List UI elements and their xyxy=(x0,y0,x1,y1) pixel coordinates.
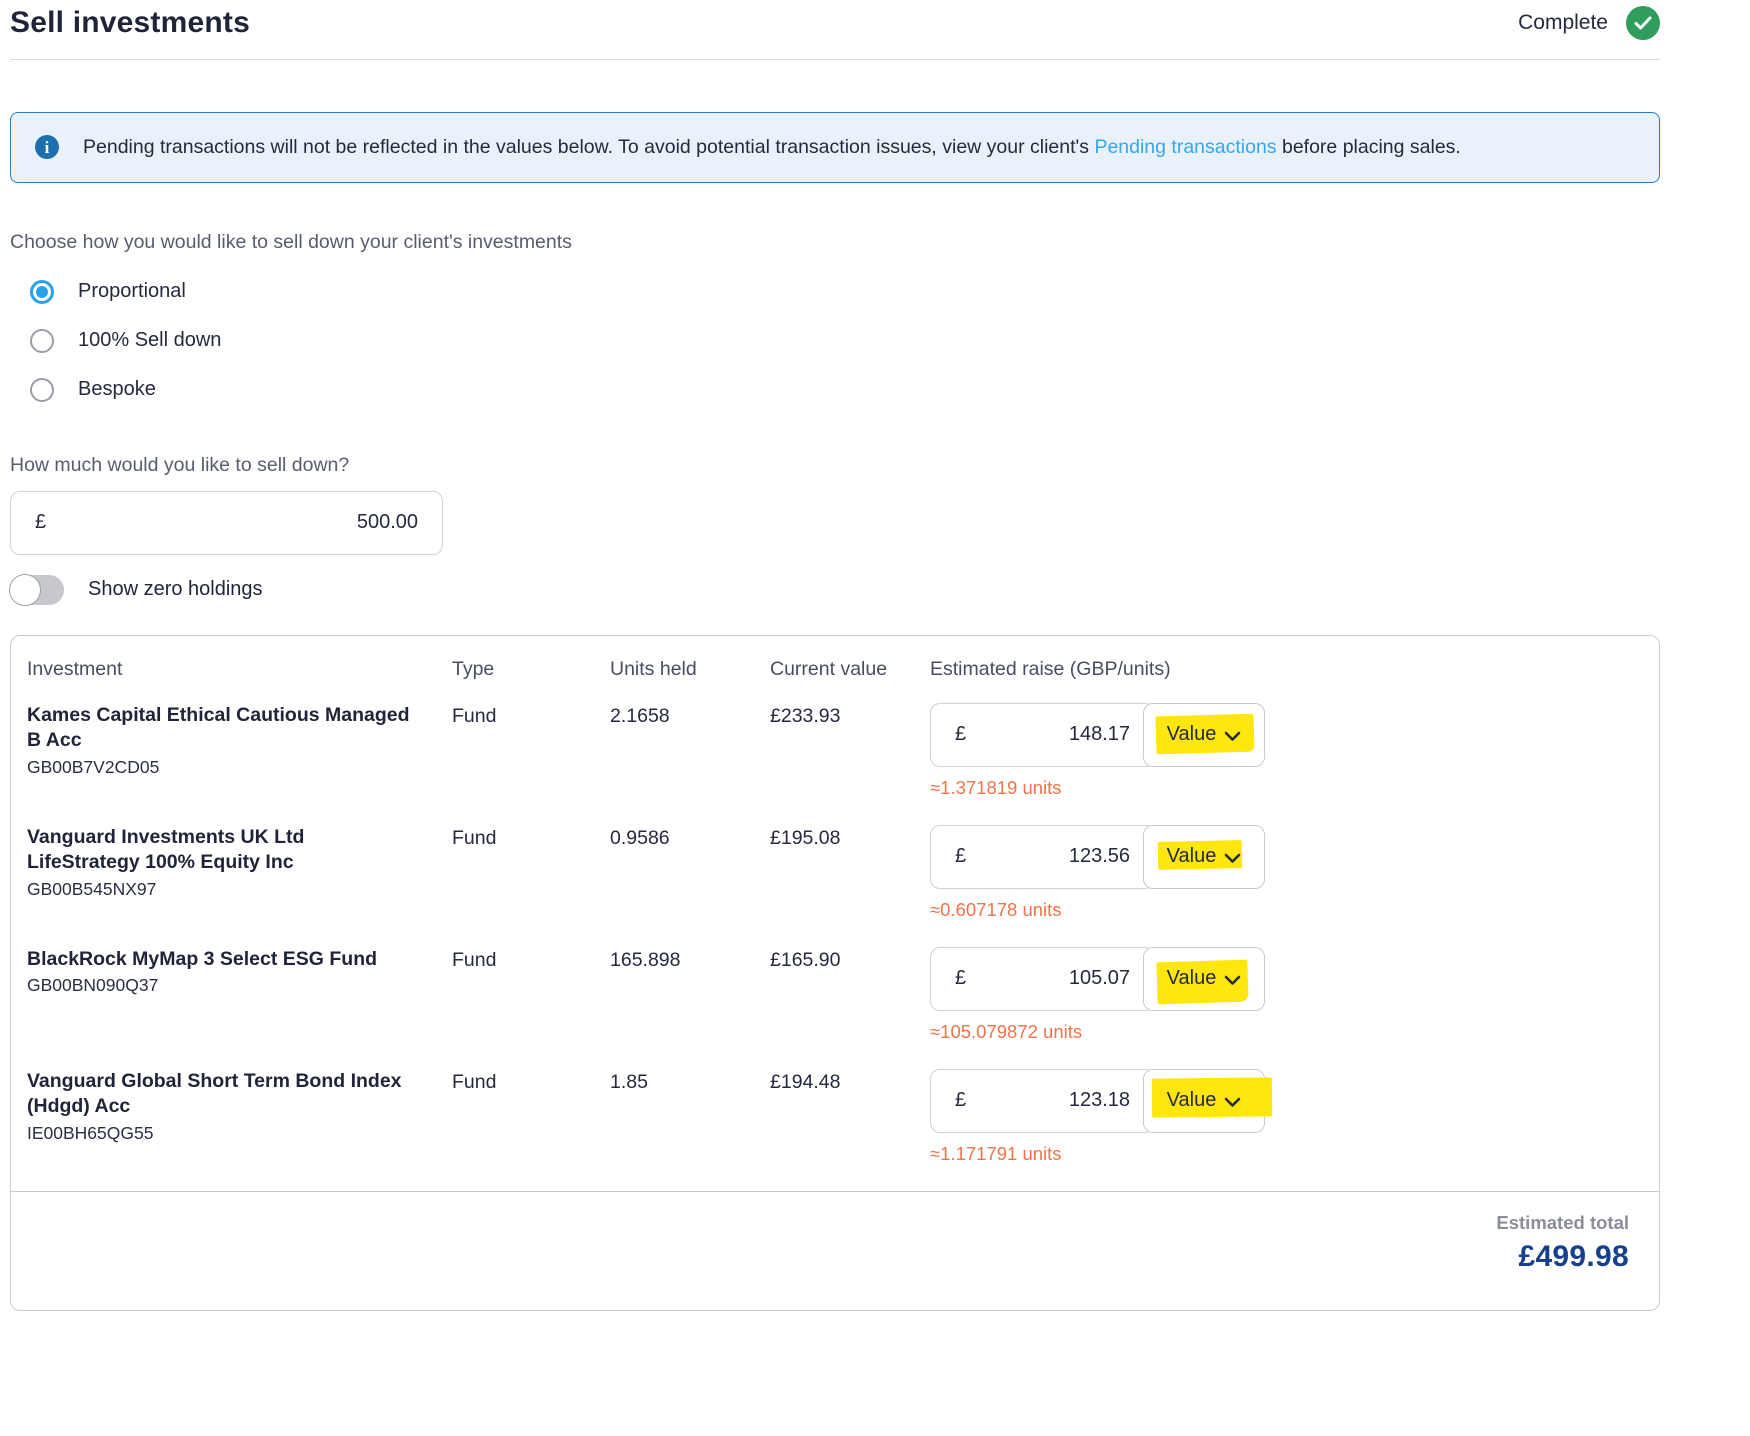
table-row: BlackRock MyMap 3 Select ESG Fund GB00BN… xyxy=(27,946,1643,1069)
estimated-total-value: £499.98 xyxy=(1518,1239,1629,1273)
units-held: 165.898 xyxy=(610,948,681,971)
current-value: £195.08 xyxy=(770,826,841,849)
show-zero-holdings-toggle[interactable] xyxy=(9,573,64,606)
estimated-raise-widget: £ 123.56 Value xyxy=(930,824,1265,889)
status-label: Complete xyxy=(1518,11,1608,34)
fund-type: Fund xyxy=(452,704,497,727)
estimated-raise-widget: £ 148.17 Value xyxy=(930,702,1265,767)
radio-option-100-sell-down[interactable]: 100% Sell down xyxy=(30,328,1660,353)
radio-label: Bespoke xyxy=(78,378,156,401)
units-held: 2.1658 xyxy=(610,704,670,727)
current-value: £194.48 xyxy=(770,1070,841,1093)
pending-transactions-banner: i Pending transactions will not be refle… xyxy=(10,112,1660,183)
status-badge: Complete xyxy=(1518,6,1660,40)
approx-units: ≈105.079872 units xyxy=(930,1020,1083,1042)
currency-symbol: £ xyxy=(955,723,967,746)
fund-type: Fund xyxy=(452,948,497,971)
fund-type: Fund xyxy=(452,826,497,849)
header-divider xyxy=(10,59,1660,60)
sell-investments-page: Sell investments Complete i Pending tran… xyxy=(9,0,1660,1311)
fund-name: Vanguard Investments UK Ltd LifeStrategy… xyxy=(27,825,305,874)
sell-method-question: Choose how you would like to sell down y… xyxy=(10,230,572,253)
checkmark-icon xyxy=(1626,6,1660,40)
radio-button[interactable] xyxy=(30,328,54,353)
fund-name: BlackRock MyMap 3 Select ESG Fund xyxy=(27,947,378,970)
raise-amount: 123.56 xyxy=(1068,845,1130,868)
current-value: £165.90 xyxy=(770,948,841,971)
estimated-total-label: Estimated total xyxy=(1496,1211,1629,1233)
fund-name: Vanguard Global Short Term Bond Index (H… xyxy=(27,1069,402,1118)
table-row: Vanguard Global Short Term Bond Index (H… xyxy=(27,1068,1643,1191)
radio-label: 100% Sell down xyxy=(78,329,222,352)
table-header-row: Investment Type Units held Current value… xyxy=(27,658,1643,681)
raise-amount-input[interactable]: £ 123.18 xyxy=(930,1068,1155,1133)
col-header-investment: Investment xyxy=(27,657,123,680)
approx-units: ≈1.171791 units xyxy=(930,1142,1062,1164)
fund-type: Fund xyxy=(452,1070,497,1093)
banner-text: Pending transactions will not be reflect… xyxy=(83,134,1461,161)
raise-mode-dropdown[interactable]: Value xyxy=(1143,824,1265,889)
table-row: Kames Capital Ethical Cautious Managed B… xyxy=(27,702,1643,825)
sell-method-options: Proportional 100% Sell down Bespoke xyxy=(30,279,1660,402)
radio-button[interactable] xyxy=(30,377,54,402)
currency-symbol: £ xyxy=(35,511,47,534)
units-held: 1.85 xyxy=(610,1070,648,1093)
raise-amount-input[interactable]: £ 123.56 xyxy=(930,824,1155,889)
fund-isin: GB00B7V2CD05 xyxy=(27,756,160,777)
page-header: Sell investments Complete xyxy=(10,0,1660,40)
col-header-current-value: Current value xyxy=(770,657,888,680)
radio-option-proportional[interactable]: Proportional xyxy=(30,279,1660,304)
pending-transactions-link[interactable]: Pending transactions xyxy=(1094,136,1277,158)
raise-mode-label: Value xyxy=(1166,1089,1217,1112)
units-held: 0.9586 xyxy=(610,826,670,849)
banner-text-before: Pending transactions will not be reflect… xyxy=(83,136,1095,158)
radio-label: Proportional xyxy=(78,280,186,303)
sell-amount-input[interactable]: £ 500.00 xyxy=(10,490,443,555)
fund-name: Kames Capital Ethical Cautious Managed B… xyxy=(27,703,410,752)
current-value: £233.93 xyxy=(770,704,841,727)
fund-isin: IE00BH65QG55 xyxy=(27,1122,154,1143)
chevron-down-icon xyxy=(1225,731,1241,741)
currency-symbol: £ xyxy=(955,845,967,868)
raise-amount-input[interactable]: £ 148.17 xyxy=(930,702,1155,767)
approx-units: ≈0.607178 units xyxy=(930,898,1062,920)
raise-mode-label: Value xyxy=(1166,967,1217,990)
raise-mode-dropdown[interactable]: Value xyxy=(1143,1068,1273,1133)
estimated-raise-widget: £ 123.18 Value xyxy=(930,1068,1273,1133)
radio-button[interactable] xyxy=(30,279,54,304)
banner-text-after: before placing sales. xyxy=(1276,136,1461,158)
raise-amount: 148.17 xyxy=(1068,723,1130,746)
page-title: Sell investments xyxy=(10,6,250,39)
estimated-total-section: Estimated total £499.98 xyxy=(11,1190,1659,1310)
toggle-knob xyxy=(9,573,41,606)
raise-mode-label: Value xyxy=(1166,723,1217,746)
toggle-label: Show zero holdings xyxy=(88,578,263,601)
fund-isin: GB00BN090Q37 xyxy=(27,975,159,996)
amount-question: How much would you like to sell down? xyxy=(10,453,350,476)
raise-amount: 105.07 xyxy=(1068,967,1130,990)
raise-amount-input[interactable]: £ 105.07 xyxy=(930,946,1155,1011)
raise-amount: 123.18 xyxy=(1068,1089,1130,1112)
raise-mode-dropdown[interactable]: Value xyxy=(1143,702,1265,767)
table-row: Vanguard Investments UK Ltd LifeStrategy… xyxy=(27,824,1643,947)
info-icon: i xyxy=(35,135,59,160)
holdings-table-card: Investment Type Units held Current value… xyxy=(10,634,1660,1311)
currency-symbol: £ xyxy=(955,1089,967,1112)
estimated-raise-widget: £ 105.07 Value xyxy=(930,946,1265,1011)
raise-mode-label: Value xyxy=(1166,845,1217,868)
approx-units: ≈1.371819 units xyxy=(930,776,1062,798)
col-header-estimated-raise: Estimated raise (GBP/units) xyxy=(930,657,1171,680)
chevron-down-icon xyxy=(1225,1097,1241,1107)
show-zero-holdings-row: Show zero holdings xyxy=(9,573,1660,606)
fund-isin: GB00B545NX97 xyxy=(27,878,157,899)
chevron-down-icon xyxy=(1225,853,1241,863)
raise-mode-dropdown[interactable]: Value xyxy=(1143,946,1265,1011)
radio-option-bespoke[interactable]: Bespoke xyxy=(30,377,1660,402)
amount-value: 500.00 xyxy=(356,511,418,534)
chevron-down-icon xyxy=(1225,975,1241,985)
col-header-type: Type xyxy=(452,657,495,680)
col-header-units-held: Units held xyxy=(610,657,697,680)
currency-symbol: £ xyxy=(955,967,967,990)
